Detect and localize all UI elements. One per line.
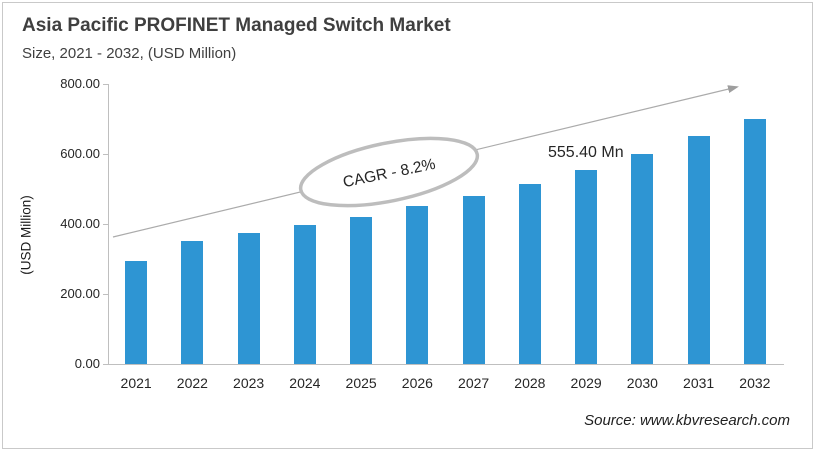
x-tick-label-2029: 2029 (570, 375, 602, 391)
x-tick-label-2032: 2032 (739, 375, 771, 391)
y-tick-label-800.00: 800.00 (60, 76, 100, 91)
x-tick-label-2026: 2026 (401, 375, 433, 391)
y-tick-mark (103, 364, 109, 365)
bar-2024 (293, 225, 316, 364)
bar-2021 (125, 261, 148, 364)
x-tick-label-2021: 2021 (120, 375, 152, 391)
y-axis-title: (USD Million) (18, 195, 34, 275)
x-tick-label-2025: 2025 (345, 375, 377, 391)
x-tick-label-2027: 2027 (458, 375, 490, 391)
y-tick-label-200.00: 200.00 (60, 286, 100, 301)
bar-2027 (462, 196, 485, 364)
x-tick-label-2028: 2028 (514, 375, 546, 391)
x-tick-label-2030: 2030 (626, 375, 658, 391)
bar-2023 (237, 233, 260, 364)
y-tick-mark (103, 84, 109, 85)
y-tick-mark (103, 224, 109, 225)
bar-2028 (518, 184, 541, 364)
x-tick-label-2024: 2024 (289, 375, 321, 391)
bar-2031 (687, 136, 710, 364)
x-tick-label-2031: 2031 (683, 375, 715, 391)
y-tick-mark (103, 294, 109, 295)
bar-2032 (743, 119, 766, 364)
chart-subtitle: Size, 2021 - 2032, (USD Million) (22, 45, 237, 62)
x-axis-line (108, 364, 784, 365)
y-tick-mark (103, 154, 109, 155)
bar-2030 (631, 154, 654, 364)
bar-2022 (181, 241, 204, 364)
y-tick-label-400.00: 400.00 (60, 216, 100, 231)
chart-title: Asia Pacific PROFINET Managed Switch Mar… (22, 15, 451, 36)
y-tick-label-600.00: 600.00 (60, 146, 100, 161)
source-credit: Source: www.kbvresearch.com (584, 412, 790, 429)
x-tick-label-2022: 2022 (176, 375, 208, 391)
bar-2029 (575, 170, 598, 364)
bar-2026 (406, 206, 429, 364)
x-tick-label-2023: 2023 (233, 375, 265, 391)
bars-container (108, 84, 783, 364)
y-tick-label-0.00: 0.00 (74, 356, 100, 371)
bar-2025 (350, 217, 373, 364)
